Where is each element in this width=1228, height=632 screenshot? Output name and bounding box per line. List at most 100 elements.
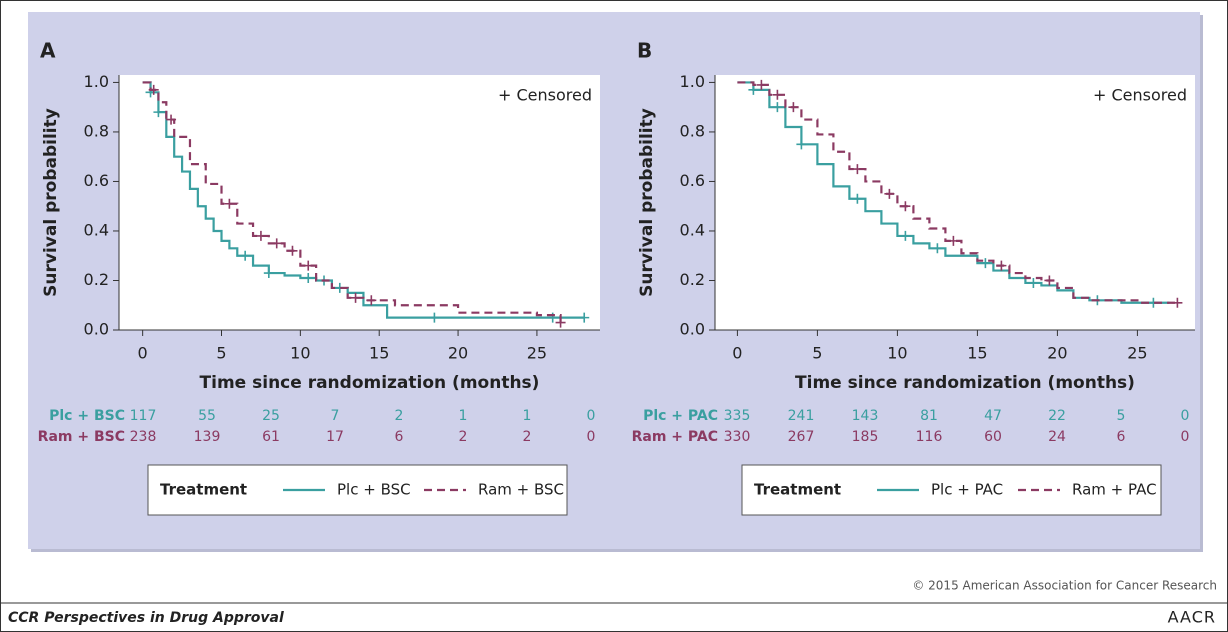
risk-value: 25 <box>262 408 280 424</box>
risk-value: 6 <box>395 429 404 445</box>
risk-label: Ram + PAC <box>632 429 718 445</box>
x-tick-label: 20 <box>448 344 468 363</box>
risk-value: 47 <box>984 408 1002 424</box>
censor-mark <box>555 317 566 328</box>
risk-value: 55 <box>198 408 216 424</box>
risk-value: 238 <box>130 429 157 445</box>
panel-label: B <box>637 39 652 63</box>
y-tick-label: 0.4 <box>680 220 705 239</box>
risk-value: 60 <box>984 429 1002 445</box>
legend-label: Plc + PAC <box>931 481 1003 499</box>
panel-label: A <box>40 39 56 63</box>
censor-mark <box>263 268 274 279</box>
risk-value: 0 <box>587 408 596 424</box>
annotation: + Censored <box>1093 86 1187 105</box>
x-tick-label: 15 <box>369 344 389 363</box>
censor-mark <box>303 273 314 284</box>
censor-mark <box>287 245 298 256</box>
x-tick-label: 25 <box>1127 344 1147 363</box>
legend-label: Plc + BSC <box>337 481 411 499</box>
censor-mark <box>148 84 159 95</box>
risk-label: Plc + PAC <box>643 408 718 424</box>
x-tick-label: 0 <box>138 344 148 363</box>
risk-value: 24 <box>1048 429 1066 445</box>
x-tick-label: 5 <box>812 344 822 363</box>
y-axis-label: Survival probability <box>637 108 657 297</box>
x-tick-label: 20 <box>1047 344 1067 363</box>
censor-mark <box>996 260 1007 271</box>
risk-label: Plc + BSC <box>49 408 125 424</box>
censor-mark <box>796 139 807 150</box>
risk-value: 2 <box>523 429 532 445</box>
censor-mark <box>366 295 377 306</box>
risk-value: 5 <box>1117 408 1126 424</box>
risk-value: 335 <box>724 408 751 424</box>
legend-box <box>147 464 568 516</box>
x-tick-label: 15 <box>967 344 987 363</box>
risk-value: 267 <box>788 429 815 445</box>
risk-value: 2 <box>395 408 404 424</box>
risk-value: 0 <box>587 429 596 445</box>
risk-value: 2 <box>459 429 468 445</box>
risk-value: 185 <box>852 429 879 445</box>
censor-mark <box>1172 297 1183 308</box>
survival-curve <box>142 81 585 319</box>
journal: CCR Perspectives in Drug Approval <box>8 610 284 626</box>
legend-title: Treatment <box>754 481 841 499</box>
risk-value: 61 <box>262 429 280 445</box>
y-tick-label: 0.6 <box>680 171 705 190</box>
legend-box <box>741 464 1162 516</box>
plot-area <box>119 75 600 330</box>
risk-value: 241 <box>788 408 815 424</box>
risk-value: 1 <box>523 408 532 424</box>
censor-mark <box>224 198 235 209</box>
censor-mark <box>303 260 314 271</box>
censor-mark <box>1028 277 1039 288</box>
annotation: + Censored <box>498 86 592 105</box>
risk-value: 143 <box>852 408 879 424</box>
plot-area <box>715 75 1195 330</box>
legend-title: Treatment <box>160 481 247 499</box>
y-tick-label: 1.0 <box>84 72 109 91</box>
censor-mark <box>153 107 164 118</box>
copyright: © 2015 American Association for Cancer R… <box>912 579 1217 593</box>
censor-mark <box>748 84 759 95</box>
censor-mark <box>852 193 863 204</box>
x-axis-label: Time since randomization (months) <box>795 373 1135 393</box>
y-tick-label: 0.0 <box>680 320 705 339</box>
risk-value: 7 <box>331 408 340 424</box>
censor-mark <box>900 201 911 212</box>
risk-value: 330 <box>724 429 751 445</box>
censor-mark <box>240 250 251 261</box>
censor-mark <box>579 312 590 323</box>
x-tick-label: 25 <box>527 344 547 363</box>
logo: AACR <box>1168 608 1216 627</box>
y-tick-label: 0.8 <box>84 121 109 140</box>
censor-mark <box>772 102 783 113</box>
censor-mark <box>788 102 799 113</box>
risk-value: 139 <box>194 429 221 445</box>
y-tick-label: 0.6 <box>84 171 109 190</box>
y-tick-label: 0.8 <box>680 121 705 140</box>
censor-mark <box>932 243 943 254</box>
x-tick-label: 5 <box>216 344 226 363</box>
censor-mark <box>350 292 361 303</box>
y-axis-label: Survival probability <box>41 108 61 297</box>
y-tick-label: 0.2 <box>680 270 705 289</box>
censor-mark <box>980 258 991 269</box>
x-tick-label: 0 <box>732 344 742 363</box>
censor-mark <box>772 89 783 100</box>
risk-value: 117 <box>130 408 157 424</box>
censor-mark <box>1044 275 1055 286</box>
censor-mark <box>271 238 282 249</box>
risk-value: 17 <box>326 429 344 445</box>
risk-value: 0 <box>1181 408 1190 424</box>
risk-value: 116 <box>916 429 943 445</box>
censor-mark <box>884 188 895 199</box>
risk-label: Ram + BSC <box>38 429 125 445</box>
y-tick-label: 0.2 <box>84 270 109 289</box>
censor-mark <box>900 230 911 241</box>
censor-mark <box>429 312 440 323</box>
risk-value: 6 <box>1117 429 1126 445</box>
